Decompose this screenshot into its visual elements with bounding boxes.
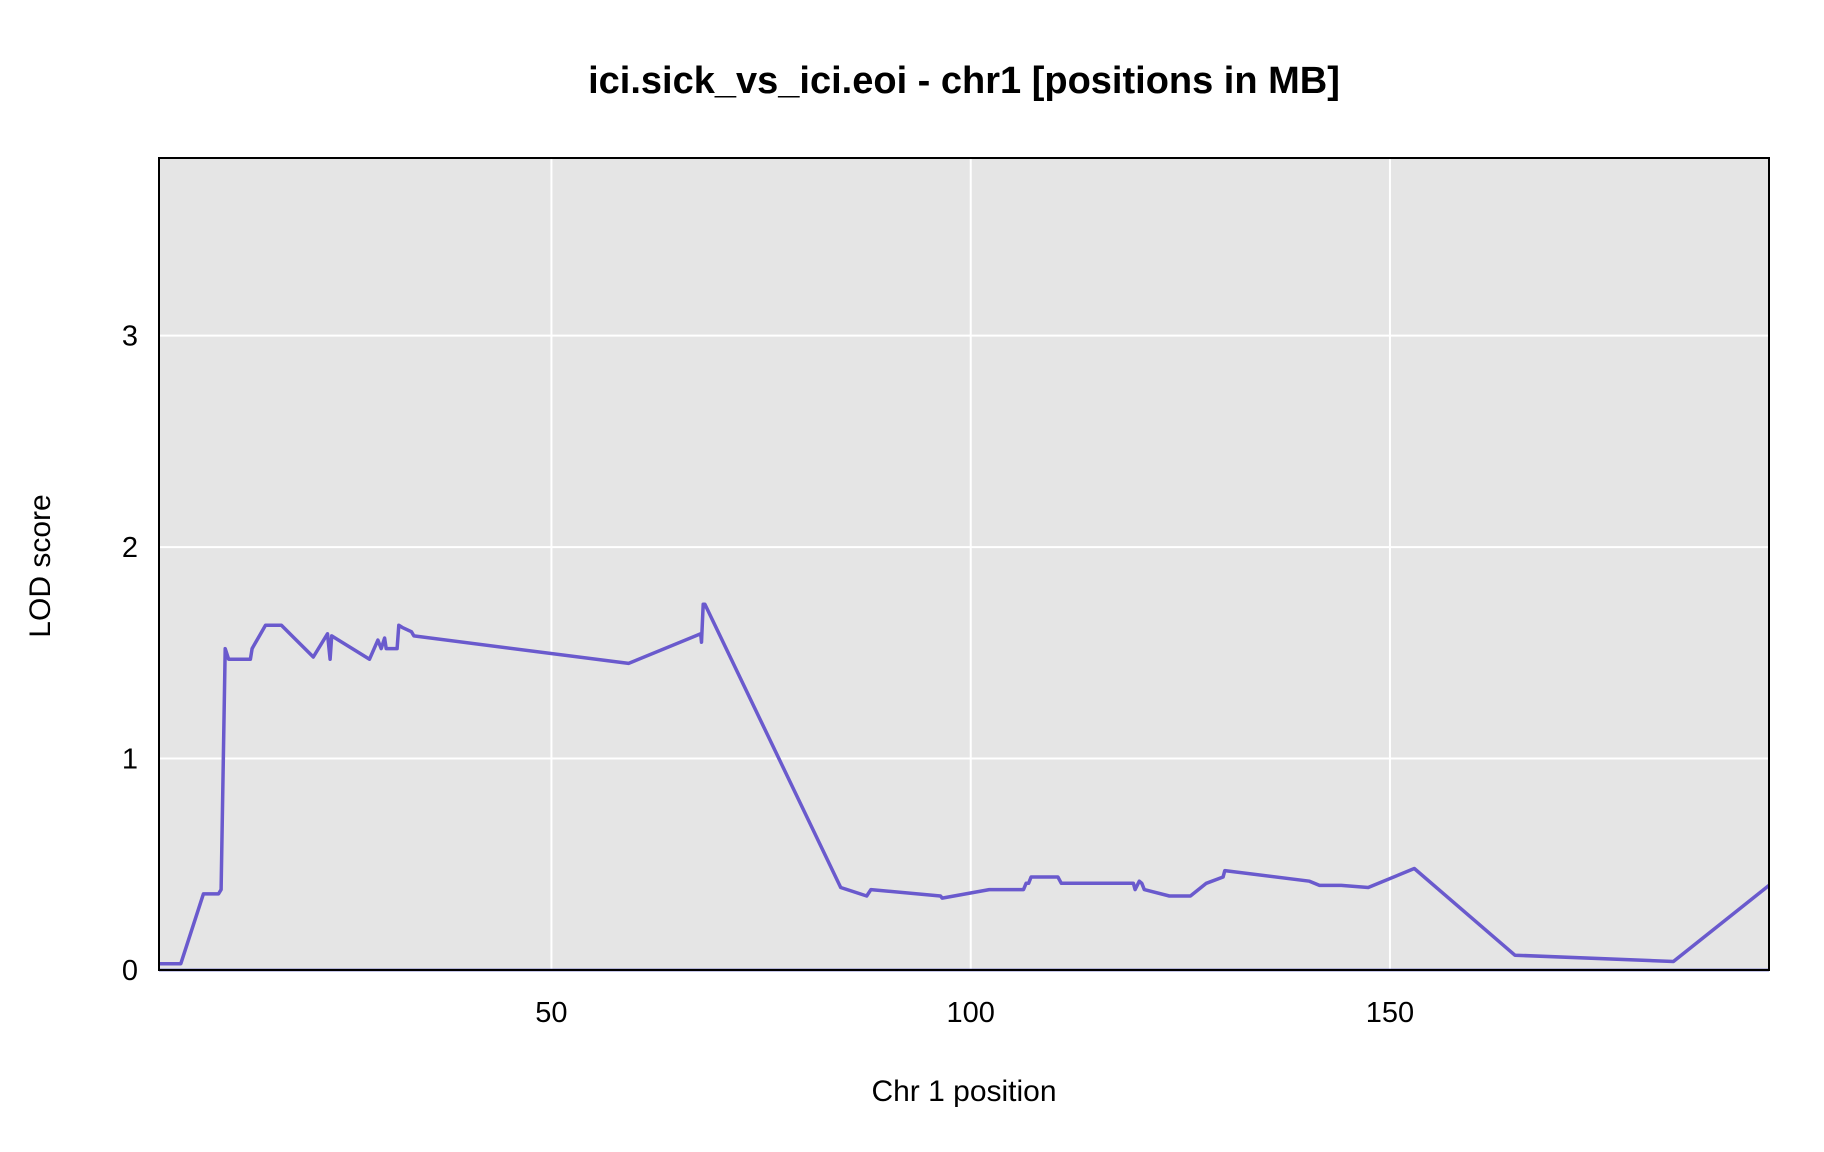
x-axis-label: Chr 1 position (871, 1075, 1056, 1108)
plot-frame (158, 157, 1770, 971)
x-tick-label: 50 (535, 997, 567, 1029)
x-axis-ticks: 50 100 150 (535, 997, 1414, 1029)
chart-title: ici.sick_vs_ici.eoi - chr1 [positions in… (588, 60, 1340, 102)
y-axis-ticks: 0 1 2 3 (122, 321, 138, 987)
y-axis-label: LOD score (24, 494, 57, 637)
y-tick-label: 3 (122, 321, 138, 353)
grid-lines (159, 158, 1769, 970)
y-tick-label: 1 (122, 744, 138, 776)
plot-area (158, 157, 1771, 972)
y-tick-label: 2 (122, 532, 138, 564)
x-tick-label: 100 (947, 997, 995, 1029)
y-tick-label: 0 (122, 955, 138, 987)
plot-background (159, 158, 1769, 970)
lod-score-series-line (159, 602, 1771, 966)
x-tick-label: 150 (1366, 997, 1414, 1029)
